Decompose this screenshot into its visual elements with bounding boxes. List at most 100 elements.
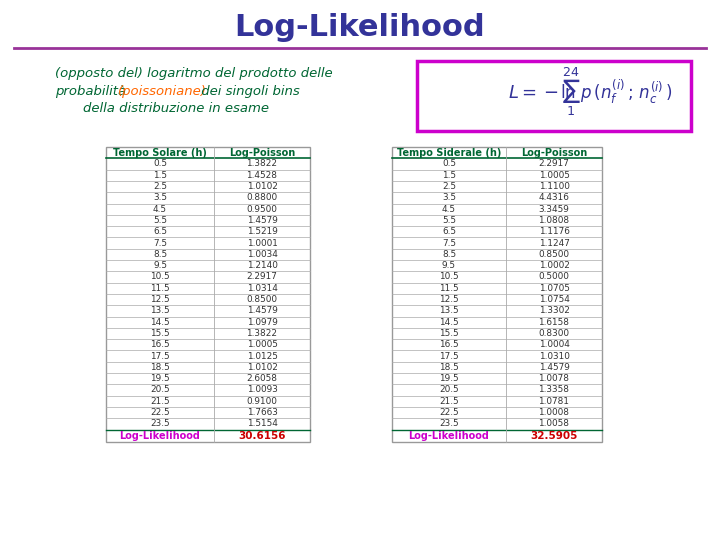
Text: 1.0005: 1.0005 — [246, 340, 277, 349]
Text: 1.0058: 1.0058 — [539, 420, 570, 428]
Text: 1.0002: 1.0002 — [539, 261, 570, 270]
Text: 7.5: 7.5 — [153, 239, 167, 247]
Text: Log-Poisson: Log-Poisson — [521, 147, 587, 158]
Text: 1.4528: 1.4528 — [246, 171, 277, 180]
Text: 1.0005: 1.0005 — [539, 171, 570, 180]
Text: 0.9100: 0.9100 — [246, 397, 277, 406]
Text: 15.5: 15.5 — [150, 329, 170, 338]
Text: 22.5: 22.5 — [439, 408, 459, 417]
Text: 1.2140: 1.2140 — [246, 261, 277, 270]
Text: 3.5: 3.5 — [442, 193, 456, 202]
Text: 19.5: 19.5 — [439, 374, 459, 383]
Text: 10.5: 10.5 — [150, 273, 170, 281]
Text: 1.1176: 1.1176 — [539, 227, 570, 237]
Text: 1.4579: 1.4579 — [246, 306, 277, 315]
Text: 1.0034: 1.0034 — [246, 250, 277, 259]
Text: 1.0093: 1.0093 — [246, 386, 277, 394]
Text: 2.5: 2.5 — [153, 182, 167, 191]
Text: 1.4579: 1.4579 — [246, 216, 277, 225]
Text: 11.5: 11.5 — [150, 284, 170, 293]
Text: Tempo Solare (h): Tempo Solare (h) — [113, 147, 207, 158]
Text: 8.5: 8.5 — [153, 250, 167, 259]
Text: 1.0781: 1.0781 — [539, 397, 570, 406]
Text: Log-Likelihood: Log-Likelihood — [235, 14, 485, 43]
Text: 1.5: 1.5 — [442, 171, 456, 180]
Text: (opposto del) logaritmo del prodotto delle: (opposto del) logaritmo del prodotto del… — [55, 68, 333, 80]
Text: 4.5: 4.5 — [153, 205, 167, 214]
Text: 1.3358: 1.3358 — [539, 386, 570, 394]
Text: della distribuzione in esame: della distribuzione in esame — [83, 102, 269, 114]
Text: 9.5: 9.5 — [442, 261, 456, 270]
Text: 13.5: 13.5 — [439, 306, 459, 315]
Text: 2.2917: 2.2917 — [539, 159, 570, 168]
Text: 1.0078: 1.0078 — [539, 374, 570, 383]
Text: 23.5: 23.5 — [439, 420, 459, 428]
Text: 32.5905: 32.5905 — [531, 431, 577, 441]
Text: 19.5: 19.5 — [150, 374, 170, 383]
Text: 18.5: 18.5 — [439, 363, 459, 372]
Text: 1.1100: 1.1100 — [539, 182, 570, 191]
Text: 1.5: 1.5 — [153, 171, 167, 180]
Text: 5.5: 5.5 — [442, 216, 456, 225]
Text: 20.5: 20.5 — [150, 386, 170, 394]
Text: 1.3822: 1.3822 — [246, 159, 277, 168]
Text: 1.7663: 1.7663 — [246, 408, 277, 417]
Text: 0.5000: 0.5000 — [539, 273, 570, 281]
Text: 1.6158: 1.6158 — [539, 318, 570, 327]
Text: 1.3822: 1.3822 — [246, 329, 277, 338]
Text: 2.2917: 2.2917 — [246, 273, 277, 281]
Text: 1.0102: 1.0102 — [246, 363, 277, 372]
Text: 10.5: 10.5 — [439, 273, 459, 281]
Text: 16.5: 16.5 — [439, 340, 459, 349]
Text: Log-Poisson: Log-Poisson — [229, 147, 295, 158]
Text: 30.6156: 30.6156 — [238, 431, 286, 441]
Text: 6.5: 6.5 — [153, 227, 167, 237]
Text: 0.8800: 0.8800 — [246, 193, 278, 202]
Text: 1.0001: 1.0001 — [246, 239, 277, 247]
Text: 1.0314: 1.0314 — [246, 284, 277, 293]
Text: 0.8500: 0.8500 — [246, 295, 277, 304]
Text: 1.0705: 1.0705 — [539, 284, 570, 293]
Text: 1.0004: 1.0004 — [539, 340, 570, 349]
Text: 21.5: 21.5 — [150, 397, 170, 406]
Text: 12.5: 12.5 — [439, 295, 459, 304]
Text: 23.5: 23.5 — [150, 420, 170, 428]
Bar — [392, 147, 602, 442]
Text: 9.5: 9.5 — [153, 261, 167, 270]
Text: 22.5: 22.5 — [150, 408, 170, 417]
Text: 12.5: 12.5 — [150, 295, 170, 304]
Text: 1.0008: 1.0008 — [539, 408, 570, 417]
Text: 3.3459: 3.3459 — [539, 205, 570, 214]
Text: 1.4579: 1.4579 — [539, 363, 570, 372]
Text: 0.5: 0.5 — [153, 159, 167, 168]
Text: 15.5: 15.5 — [439, 329, 459, 338]
Text: 8.5: 8.5 — [442, 250, 456, 259]
Text: 0.9500: 0.9500 — [246, 205, 277, 214]
Text: 0.8500: 0.8500 — [539, 250, 570, 259]
Text: 4.5: 4.5 — [442, 205, 456, 214]
Text: 20.5: 20.5 — [439, 386, 459, 394]
Text: 13.5: 13.5 — [150, 306, 170, 315]
Text: 17.5: 17.5 — [439, 352, 459, 361]
Text: Log-Likelihood: Log-Likelihood — [408, 431, 490, 441]
Text: 1.1247: 1.1247 — [539, 239, 570, 247]
Text: 1.0310: 1.0310 — [539, 352, 570, 361]
Text: 7.5: 7.5 — [442, 239, 456, 247]
Text: Log-Likelihood: Log-Likelihood — [120, 431, 200, 441]
FancyBboxPatch shape — [417, 61, 691, 131]
Text: 4.4316: 4.4316 — [539, 193, 570, 202]
Text: probabilità: probabilità — [55, 84, 130, 98]
Text: Tempo Siderale (h): Tempo Siderale (h) — [397, 147, 501, 158]
Text: 5.5: 5.5 — [153, 216, 167, 225]
Text: (poissoniane): (poissoniane) — [118, 84, 207, 98]
Text: $\ln\,p\,(n_f^{(i)}\,;\,n_c^{(i)}\,)$: $\ln\,p\,(n_f^{(i)}\,;\,n_c^{(i)}\,)$ — [559, 78, 672, 106]
Text: 1.5154: 1.5154 — [246, 420, 277, 428]
Text: dei singoli bins: dei singoli bins — [197, 84, 300, 98]
Text: 1.0125: 1.0125 — [246, 352, 277, 361]
Text: 0.8300: 0.8300 — [539, 329, 570, 338]
Text: 16.5: 16.5 — [150, 340, 170, 349]
Text: 1.3302: 1.3302 — [539, 306, 570, 315]
Text: 1.0754: 1.0754 — [539, 295, 570, 304]
Text: 1.5219: 1.5219 — [246, 227, 277, 237]
Text: 17.5: 17.5 — [150, 352, 170, 361]
